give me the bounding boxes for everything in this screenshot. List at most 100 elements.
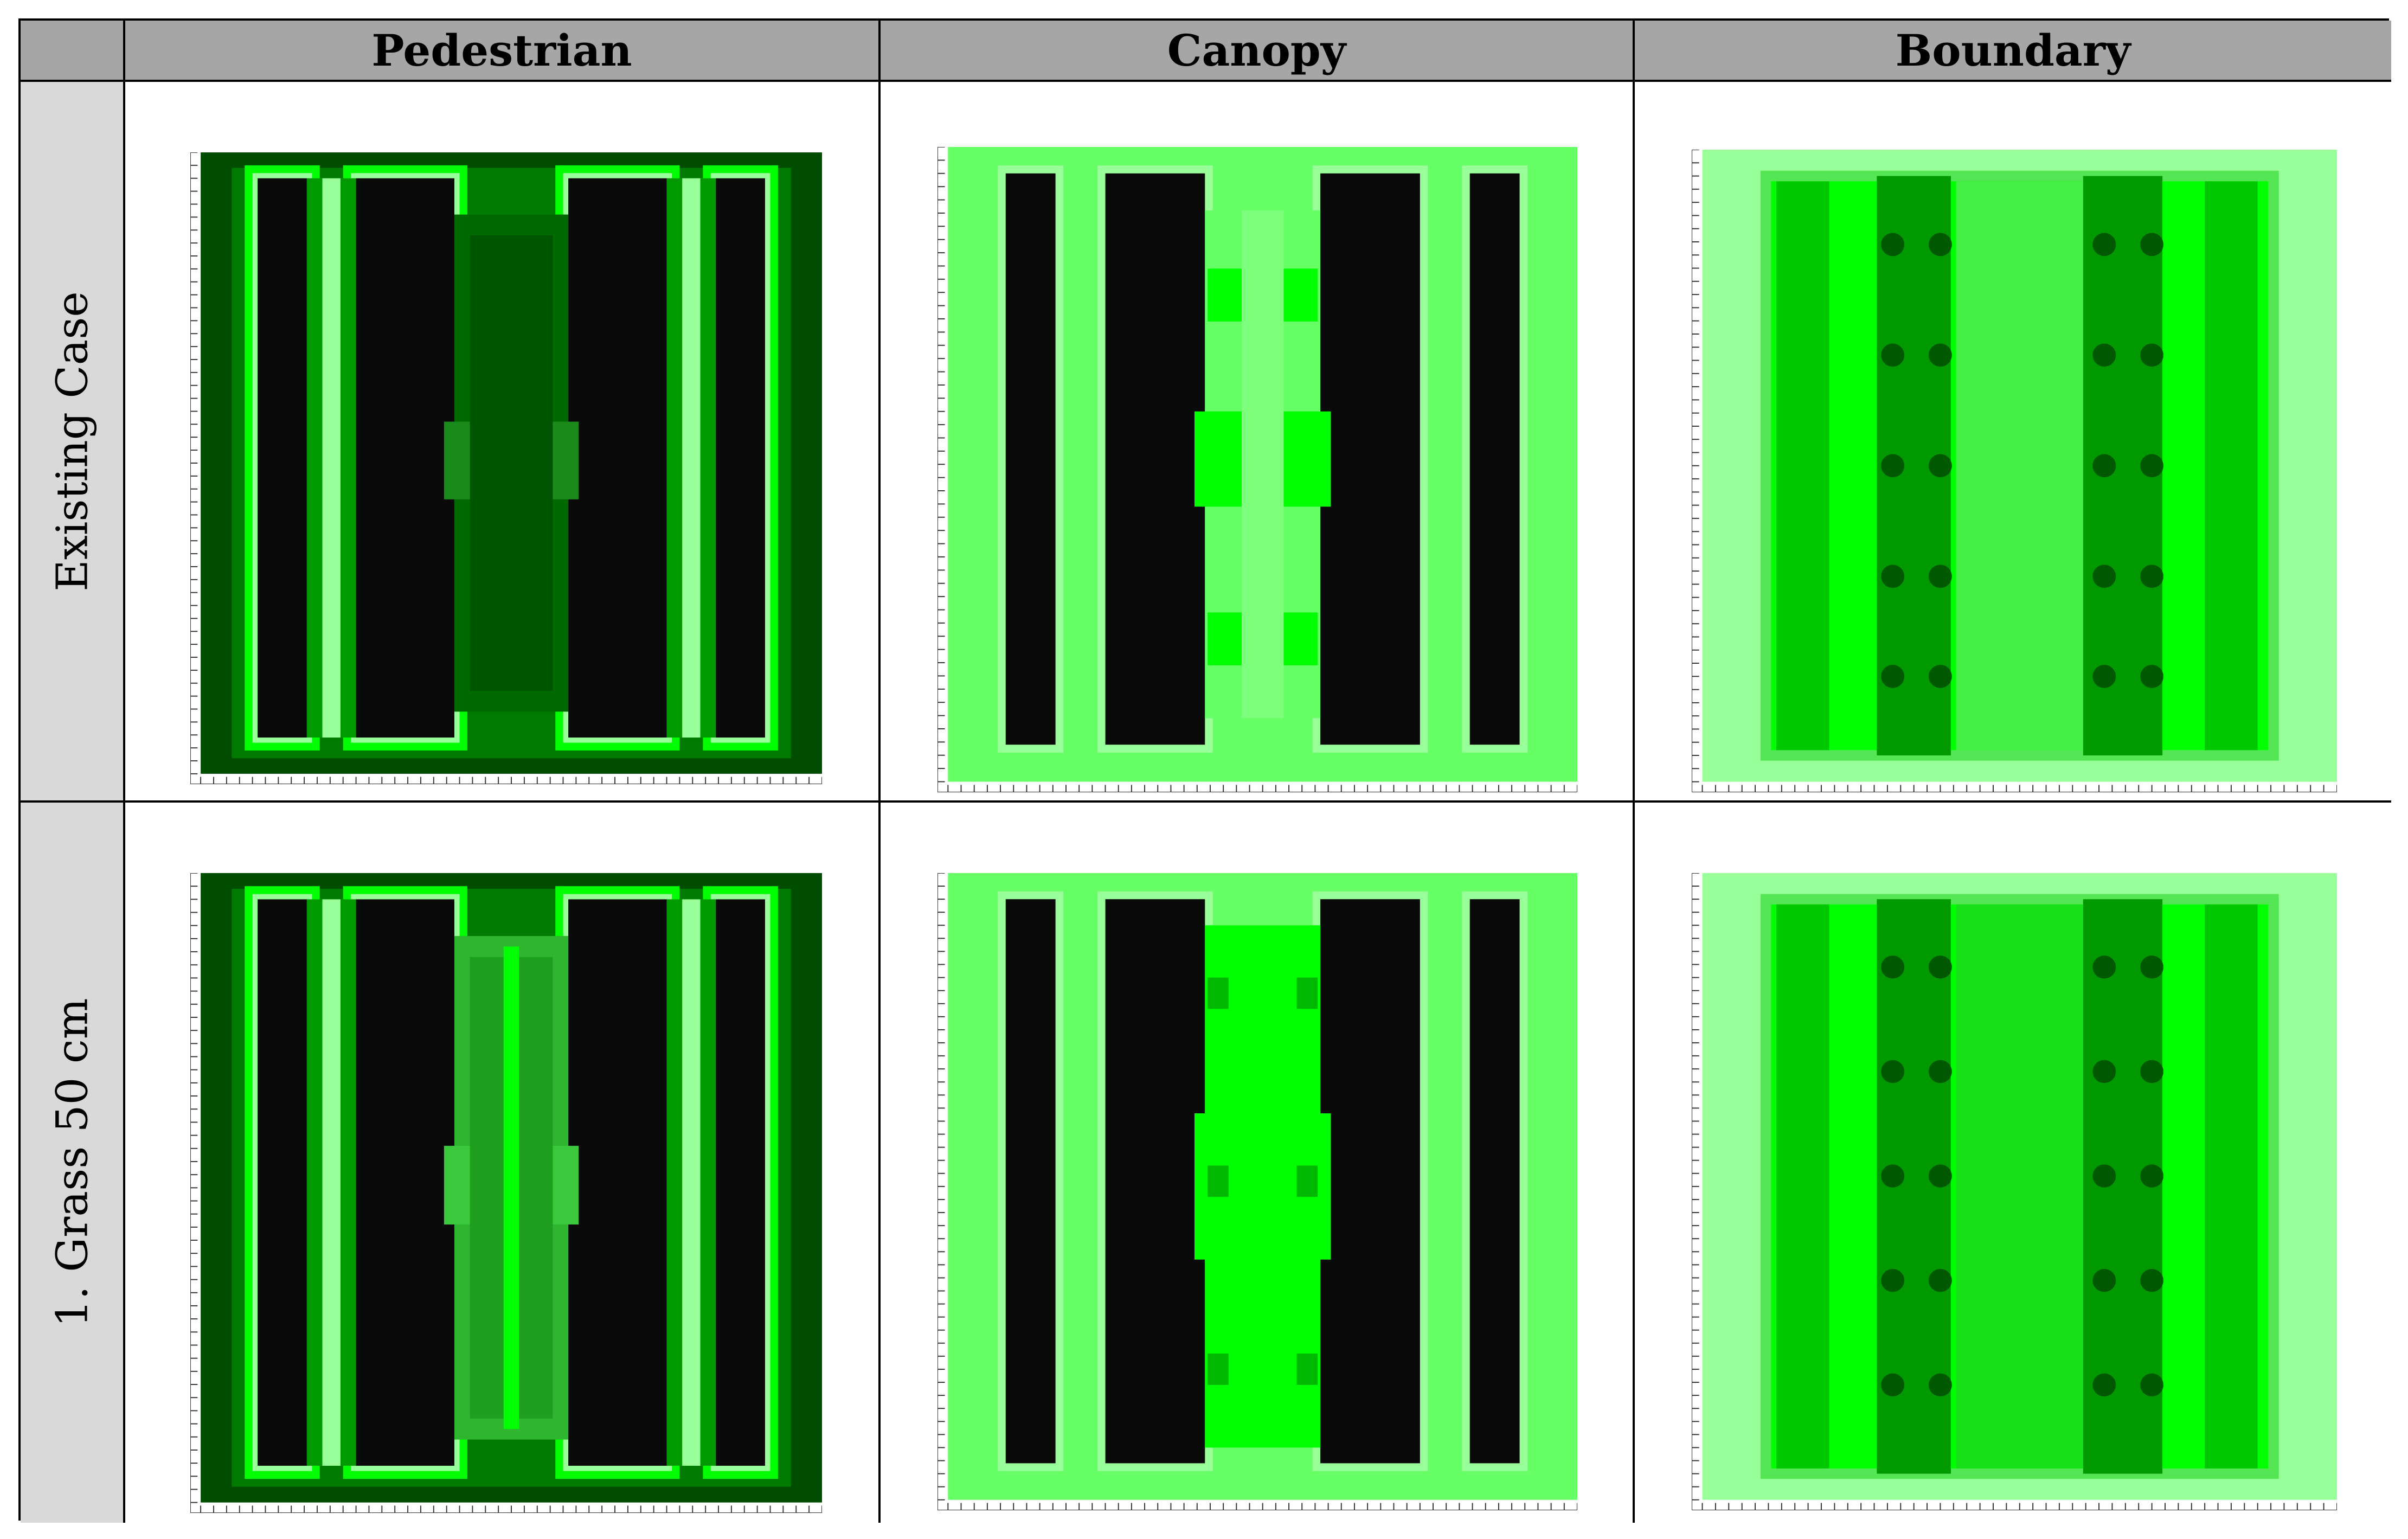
vortex-marker bbox=[2092, 664, 2116, 688]
vegetation-patch bbox=[1281, 443, 1318, 496]
simulation-map bbox=[937, 147, 1577, 792]
vortex-marker bbox=[1928, 233, 1952, 256]
vortex-marker bbox=[1881, 664, 1905, 688]
vortex-marker bbox=[2092, 565, 2116, 588]
vortex-marker bbox=[2092, 1060, 2116, 1083]
grid-ticks bbox=[1692, 150, 2337, 792]
row-header-label: 1. Grass 50 cm bbox=[47, 998, 97, 1328]
wind-band bbox=[2205, 181, 2258, 751]
grid-ticks bbox=[1692, 873, 2337, 1510]
vortex-marker bbox=[1881, 454, 1905, 478]
building-block bbox=[568, 178, 667, 738]
vortex-marker bbox=[2140, 565, 2164, 588]
vegetation-patch bbox=[1208, 612, 1244, 665]
street-canyon-core bbox=[322, 178, 341, 738]
street-canyon-core bbox=[322, 899, 341, 1466]
vegetation-patch bbox=[1296, 1354, 1318, 1385]
street-canyon-core bbox=[682, 178, 701, 738]
courtyard-core bbox=[470, 235, 553, 691]
column-header-label: Boundary bbox=[1895, 24, 2131, 76]
vortex-marker bbox=[1928, 454, 1952, 478]
grid-ticks bbox=[937, 873, 1577, 1510]
vegetation-patch bbox=[1208, 443, 1244, 496]
vortex-marker bbox=[2092, 956, 2116, 979]
vortex-marker bbox=[2140, 956, 2164, 979]
vortex-marker bbox=[2092, 454, 2116, 478]
vortex-marker bbox=[2092, 233, 2116, 256]
vortex-marker bbox=[2140, 664, 2164, 688]
vegetation-patch bbox=[1281, 612, 1318, 665]
vortex-marker bbox=[1881, 233, 1905, 256]
wind-band bbox=[2205, 904, 2258, 1469]
simulation-map bbox=[937, 873, 1577, 1510]
building-block bbox=[1320, 899, 1420, 1464]
simulation-map bbox=[190, 873, 822, 1513]
column-header-canopy: Canopy bbox=[881, 21, 1635, 82]
grid-ticks bbox=[190, 152, 822, 784]
building-block bbox=[568, 899, 667, 1466]
vortex-marker bbox=[1928, 664, 1952, 688]
courtyard-core bbox=[1241, 210, 1284, 719]
column-header-pedestrian: Pedestrian bbox=[125, 21, 881, 82]
map-cell bbox=[1635, 803, 2391, 1523]
building-block bbox=[1320, 173, 1420, 745]
grass-strip bbox=[503, 946, 519, 1429]
courtyard-zone bbox=[1956, 904, 2083, 1469]
vortex-marker bbox=[2140, 1060, 2164, 1083]
building-block bbox=[716, 899, 765, 1466]
central-courtyard bbox=[444, 936, 579, 1440]
vortex-marker bbox=[2140, 343, 2164, 367]
vegetation-patch bbox=[1281, 268, 1318, 322]
vegetation-patch bbox=[1208, 1165, 1229, 1197]
building-block bbox=[356, 899, 455, 1466]
vortex-marker bbox=[1928, 343, 1952, 367]
vortex-marker bbox=[1881, 565, 1905, 588]
vortex-marker bbox=[1928, 1373, 1952, 1397]
column-header-label: Pedestrian bbox=[371, 24, 632, 76]
map-cell bbox=[1635, 82, 2391, 803]
wind-band bbox=[1776, 181, 1829, 751]
central-courtyard bbox=[444, 214, 579, 712]
vortex-marker bbox=[2140, 233, 2164, 256]
simulation-map bbox=[1692, 873, 2337, 1510]
vortex-marker bbox=[2140, 1164, 2164, 1188]
vortex-marker bbox=[2092, 343, 2116, 367]
vortex-marker bbox=[2092, 1164, 2116, 1188]
vortex-marker bbox=[2140, 1373, 2164, 1397]
vegetation-patch bbox=[1296, 977, 1318, 1009]
results-table: Pedestrian Canopy Boundary Existing Case… bbox=[18, 18, 2391, 1523]
building-block bbox=[258, 178, 307, 738]
building-block bbox=[1005, 173, 1056, 745]
vortex-marker bbox=[1881, 1164, 1905, 1188]
vegetation-patch bbox=[1208, 977, 1229, 1009]
vortex-marker bbox=[1881, 956, 1905, 979]
building-block bbox=[1469, 899, 1520, 1464]
street-canyon-core bbox=[682, 899, 701, 1466]
central-courtyard bbox=[1194, 925, 1331, 1448]
building-block bbox=[716, 178, 765, 738]
wind-band bbox=[1776, 904, 1829, 1469]
map-cell bbox=[125, 803, 881, 1523]
vortex-marker bbox=[2092, 1373, 2116, 1397]
central-courtyard bbox=[1194, 210, 1331, 719]
building-block bbox=[1005, 899, 1056, 1464]
vegetation-patch bbox=[1208, 1354, 1229, 1385]
building-block bbox=[1105, 899, 1205, 1464]
vegetation-patch bbox=[1208, 268, 1244, 322]
vortex-marker bbox=[1881, 1269, 1905, 1292]
row-header-existing-case: Existing Case bbox=[21, 82, 125, 803]
map-cell bbox=[881, 82, 1635, 803]
row-header-grass-50cm: 1. Grass 50 cm bbox=[21, 803, 125, 1523]
building-block bbox=[356, 178, 455, 738]
vegetation-patch bbox=[1296, 1165, 1318, 1197]
vortex-marker bbox=[1881, 1060, 1905, 1083]
courtyard-zone bbox=[1956, 181, 2083, 751]
vortex-marker bbox=[1928, 1164, 1952, 1188]
simulation-map bbox=[190, 152, 822, 784]
building-block bbox=[1469, 173, 1520, 745]
table-corner-cell bbox=[21, 21, 125, 82]
building-block bbox=[258, 899, 307, 1466]
map-cell bbox=[125, 82, 881, 803]
vortex-marker bbox=[2140, 1269, 2164, 1292]
vortex-marker bbox=[1928, 956, 1952, 979]
